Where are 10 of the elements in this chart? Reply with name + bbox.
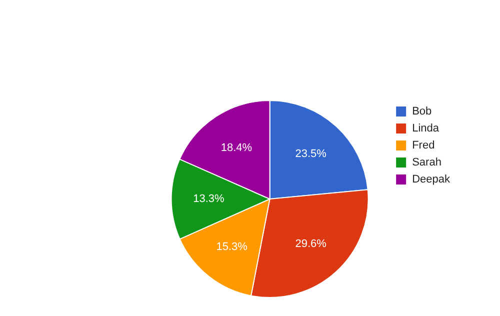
legend-label: Linda: [412, 122, 440, 135]
legend-label: Sarah: [412, 156, 442, 169]
data-label: 18.4%: [220, 142, 252, 154]
data-label: 15.3%: [216, 240, 248, 253]
legend-label: Deepak: [412, 174, 450, 186]
legend-label: Fred: [412, 140, 435, 152]
legend-label: Bob: [412, 106, 432, 118]
data-label: 13.3%: [193, 193, 225, 206]
data-label: 29.6%: [295, 238, 327, 250]
data-label: 23.5%: [295, 148, 327, 160]
